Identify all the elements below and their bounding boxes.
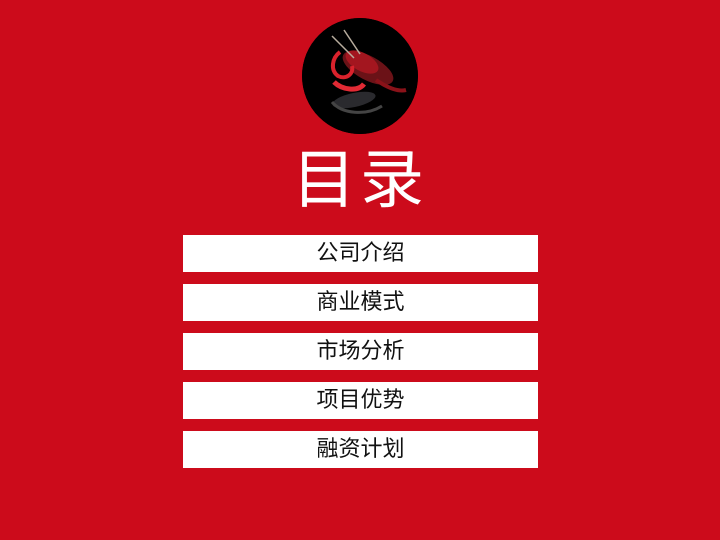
toc-item-project-advantages[interactable]: 项目优势	[183, 382, 538, 419]
crayfish-logo	[302, 18, 418, 134]
toc-menu: 公司介绍 商业模式 市场分析 项目优势 融资计划	[183, 235, 538, 480]
toc-item-financing-plan[interactable]: 融资计划	[183, 431, 538, 468]
toc-item-market-analysis[interactable]: 市场分析	[183, 333, 538, 370]
toc-item-company-intro[interactable]: 公司介绍	[183, 235, 538, 272]
crayfish-icon	[302, 18, 418, 134]
page-title: 目录	[292, 144, 428, 218]
toc-item-business-model[interactable]: 商业模式	[183, 284, 538, 321]
